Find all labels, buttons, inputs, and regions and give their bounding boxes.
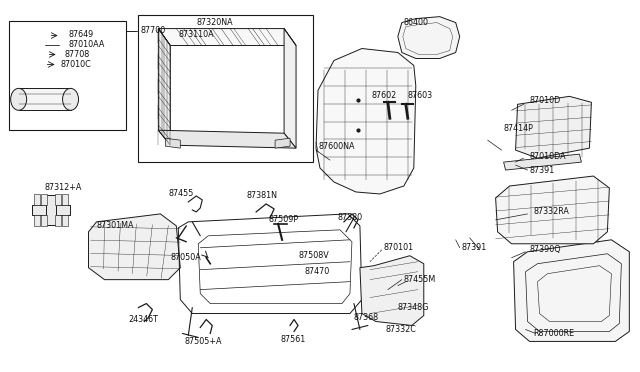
Text: 87368: 87368 <box>354 313 379 322</box>
Text: 87414P: 87414P <box>504 124 534 133</box>
Text: 86400: 86400 <box>404 18 429 27</box>
Text: 87391: 87391 <box>529 166 555 174</box>
Text: 87603: 87603 <box>408 91 433 100</box>
Polygon shape <box>516 96 591 158</box>
Polygon shape <box>158 130 296 148</box>
Bar <box>138 15 313 162</box>
Text: 87301MA: 87301MA <box>97 221 134 230</box>
Polygon shape <box>284 29 296 148</box>
Polygon shape <box>54 215 61 226</box>
Text: 873110A: 873110A <box>179 30 214 39</box>
Text: 87010D: 87010D <box>529 96 561 105</box>
Polygon shape <box>513 240 629 341</box>
Text: 87602: 87602 <box>372 91 397 100</box>
Polygon shape <box>316 48 416 194</box>
Polygon shape <box>504 154 581 170</box>
Text: 87455M: 87455M <box>404 275 436 284</box>
Polygon shape <box>40 194 47 205</box>
Polygon shape <box>158 29 170 145</box>
Text: 87312+A: 87312+A <box>45 183 82 192</box>
Text: 87320NA: 87320NA <box>196 18 233 27</box>
Text: 87455: 87455 <box>168 189 194 199</box>
Polygon shape <box>158 29 296 45</box>
Polygon shape <box>61 194 68 205</box>
Ellipse shape <box>11 89 27 110</box>
Polygon shape <box>34 194 40 205</box>
Text: 87010C: 87010C <box>61 60 92 69</box>
Text: 87505+A: 87505+A <box>184 337 222 346</box>
Text: 87700: 87700 <box>140 26 166 35</box>
Text: 87332C: 87332C <box>386 325 417 334</box>
Text: 87391: 87391 <box>461 243 487 252</box>
Bar <box>19 89 70 110</box>
Ellipse shape <box>63 89 79 110</box>
Text: 87509P: 87509P <box>268 215 298 224</box>
Polygon shape <box>34 215 40 226</box>
Text: 87010DA: 87010DA <box>529 152 566 161</box>
Polygon shape <box>360 256 424 326</box>
Text: 87332RA: 87332RA <box>534 208 570 217</box>
Text: 87348G: 87348G <box>398 303 429 312</box>
Polygon shape <box>88 214 180 280</box>
Text: 87470: 87470 <box>304 267 330 276</box>
Polygon shape <box>165 138 180 148</box>
Polygon shape <box>275 138 290 148</box>
Text: 87708: 87708 <box>65 50 90 59</box>
Polygon shape <box>398 17 460 58</box>
Text: 87381N: 87381N <box>246 192 277 201</box>
Text: 87600NA: 87600NA <box>318 142 355 151</box>
Text: 24346T: 24346T <box>129 315 158 324</box>
Text: 87050A: 87050A <box>170 253 201 262</box>
Text: 87380: 87380 <box>338 214 363 222</box>
Text: R87000RE: R87000RE <box>534 329 575 338</box>
Polygon shape <box>31 205 70 215</box>
Text: 87649: 87649 <box>68 30 94 39</box>
Polygon shape <box>54 194 61 205</box>
Polygon shape <box>61 215 68 226</box>
Polygon shape <box>495 176 609 244</box>
Text: 87561: 87561 <box>280 335 305 344</box>
Text: 87390Q: 87390Q <box>529 245 561 254</box>
Polygon shape <box>40 215 47 226</box>
Text: 87010AA: 87010AA <box>68 40 105 49</box>
Bar <box>9 20 127 130</box>
Polygon shape <box>45 195 56 225</box>
Text: 870101: 870101 <box>384 243 414 252</box>
Text: 87508V: 87508V <box>298 251 329 260</box>
